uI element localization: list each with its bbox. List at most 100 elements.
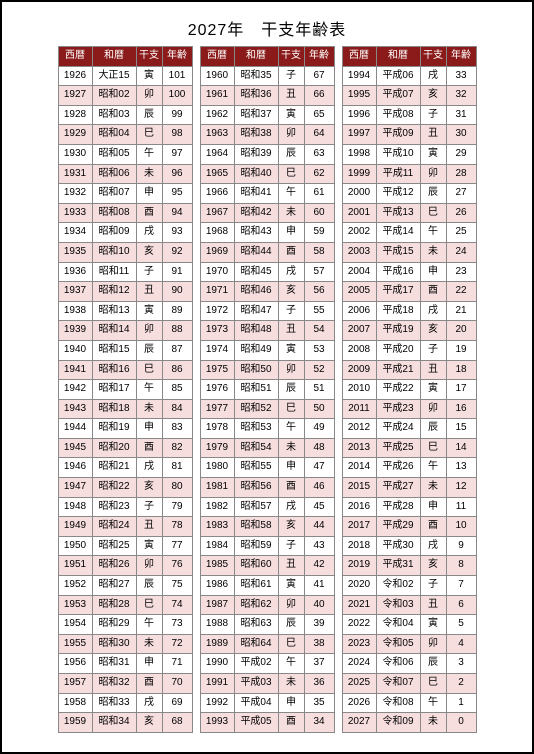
cell-age: 13 [446,458,476,478]
cell-age: 78 [162,517,192,537]
cell-eto: 未 [136,399,162,419]
cell-seireki: 2012 [342,419,376,439]
cell-seireki: 1979 [200,438,234,458]
cell-age: 28 [446,164,476,184]
cell-seireki: 1980 [200,458,234,478]
cell-wareki: 令和07 [376,674,420,694]
cell-eto: 戌 [278,497,304,517]
table-row: 1980昭和55申47 [200,458,334,478]
cell-wareki: 昭和21 [92,458,136,478]
cell-wareki: 昭和51 [234,380,278,400]
cell-seireki: 2019 [342,556,376,576]
cell-wareki: 平成24 [376,419,420,439]
cell-seireki: 1933 [58,203,92,223]
cell-seireki: 2016 [342,497,376,517]
cell-eto: 寅 [136,301,162,321]
cell-seireki: 2015 [342,478,376,498]
header-eto: 干支 [278,47,304,67]
table-row: 1950昭和25寅77 [58,536,192,556]
table-row: 2023令和05卯4 [342,634,476,654]
cell-wareki: 昭和53 [234,419,278,439]
cell-wareki: 令和05 [376,634,420,654]
cell-seireki: 1981 [200,478,234,498]
cell-wareki: 令和04 [376,615,420,635]
cell-seireki: 1952 [58,576,92,596]
cell-eto: 戌 [420,536,446,556]
cell-eto: 亥 [136,713,162,733]
table-row: 1946昭和21戌81 [58,458,192,478]
cell-seireki: 1987 [200,595,234,615]
cell-age: 5 [446,615,476,635]
table-row: 1942昭和17午85 [58,380,192,400]
cell-wareki: 平成04 [234,693,278,713]
cell-age: 36 [304,674,334,694]
cell-seireki: 1951 [58,556,92,576]
cell-eto: 亥 [278,282,304,302]
table-row: 1957昭和32酉70 [58,674,192,694]
table-row: 1961昭和36丑66 [200,86,334,106]
cell-wareki: 昭和27 [92,576,136,596]
cell-wareki: 昭和03 [92,105,136,125]
cell-wareki: 昭和42 [234,203,278,223]
table-row: 1958昭和33戌69 [58,693,192,713]
cell-eto: 亥 [136,478,162,498]
cell-eto: 寅 [420,380,446,400]
cell-age: 18 [446,360,476,380]
cell-eto: 丑 [278,556,304,576]
cell-age: 50 [304,399,334,419]
cell-age: 9 [446,536,476,556]
cell-seireki: 2003 [342,242,376,262]
cell-eto: 申 [420,497,446,517]
cell-seireki: 1998 [342,144,376,164]
table-row: 1968昭和43申59 [200,223,334,243]
cell-wareki: 平成07 [376,86,420,106]
cell-seireki: 1929 [58,125,92,145]
table-row: 2000平成12辰27 [342,184,476,204]
cell-seireki: 1996 [342,105,376,125]
cell-wareki: 昭和40 [234,164,278,184]
cell-age: 21 [446,301,476,321]
cell-age: 74 [162,595,192,615]
cell-wareki: 昭和54 [234,438,278,458]
cell-wareki: 昭和61 [234,576,278,596]
cell-eto: 酉 [278,713,304,733]
cell-eto: 亥 [420,321,446,341]
cell-eto: 辰 [278,615,304,635]
cell-eto: 卯 [420,164,446,184]
table-row: 1938昭和13寅89 [58,301,192,321]
cell-wareki: 昭和04 [92,125,136,145]
table-row: 2005平成17酉22 [342,282,476,302]
cell-eto: 未 [420,478,446,498]
cell-wareki: 平成13 [376,203,420,223]
cell-age: 35 [304,693,334,713]
age-table-2: 西暦和暦干支年齢1994平成06戌331995平成07亥321996平成08子3… [342,46,477,733]
cell-seireki: 1954 [58,615,92,635]
cell-seireki: 1946 [58,458,92,478]
table-row: 2027令和09未0 [342,713,476,733]
table-row: 1955昭和30未72 [58,634,192,654]
cell-eto: 午 [278,419,304,439]
cell-eto: 戌 [420,66,446,86]
cell-age: 95 [162,184,192,204]
cell-age: 19 [446,340,476,360]
cell-seireki: 2022 [342,615,376,635]
cell-seireki: 1993 [200,713,234,733]
cell-eto: 午 [420,223,446,243]
cell-wareki: 昭和20 [92,438,136,458]
cell-eto: 未 [136,164,162,184]
cell-wareki: 昭和39 [234,144,278,164]
cell-eto: 卯 [136,556,162,576]
cell-wareki: 平成14 [376,223,420,243]
cell-eto: 丑 [420,360,446,380]
table-header-row: 西暦和暦干支年齢 [342,47,476,67]
cell-eto: 丑 [420,595,446,615]
cell-seireki: 1934 [58,223,92,243]
cell-eto: 申 [420,262,446,282]
cell-seireki: 2006 [342,301,376,321]
table-row: 2014平成26午13 [342,458,476,478]
cell-wareki: 昭和49 [234,340,278,360]
cell-wareki: 昭和16 [92,360,136,380]
cell-seireki: 1930 [58,144,92,164]
cell-eto: 辰 [136,105,162,125]
cell-age: 100 [162,86,192,106]
